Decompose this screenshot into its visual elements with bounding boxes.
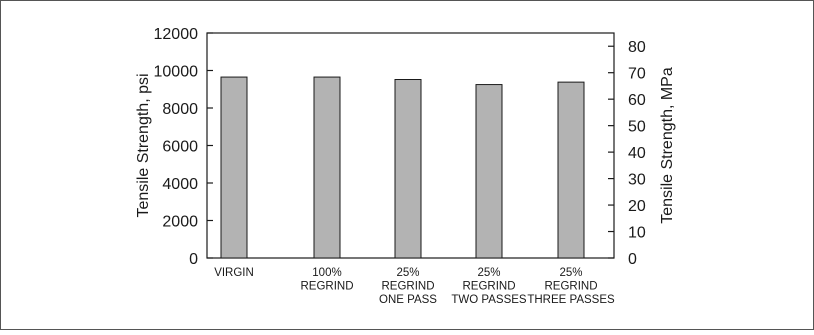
category-label: 100%	[312, 267, 341, 279]
bar	[394, 79, 422, 259]
category-label: REGRIND	[300, 281, 353, 293]
category-label: 25%	[396, 267, 419, 279]
left-y-axis: 0 2000 4000 6000 8000 10000 12000	[154, 26, 213, 268]
right-tick-label: 20	[628, 198, 646, 215]
left-tick-label: 8000	[162, 101, 198, 118]
category-label: 25%	[477, 267, 500, 279]
left-tick-label: 2000	[162, 214, 198, 231]
left-tick-label: 6000	[162, 139, 198, 156]
right-tick-label: 50	[628, 119, 646, 136]
bar	[220, 76, 248, 259]
right-y-axis: 0 10 20 30 40 50 60 70 80	[608, 39, 646, 268]
right-tick-label: 70	[628, 66, 646, 83]
right-tick-label: 30	[628, 172, 646, 189]
right-tick-label: 10	[628, 225, 646, 242]
right-tick-label: 60	[628, 92, 646, 109]
category-label: REGRIND	[462, 281, 515, 293]
left-tick-label: 4000	[162, 176, 198, 193]
bars-layer	[220, 76, 585, 259]
bar	[313, 76, 341, 259]
y-axis-label-left: Tensile Strength, psi	[135, 73, 152, 217]
category-label: 25%	[559, 267, 582, 279]
bar	[475, 84, 503, 259]
category-label: REGRIND	[544, 281, 597, 293]
left-tick-label: 12000	[154, 26, 199, 43]
right-tick-label: 0	[628, 251, 637, 268]
left-tick-label: 0	[189, 251, 198, 268]
bar	[557, 81, 585, 259]
category-label: THREE PASSES	[527, 294, 615, 306]
right-tick-label: 40	[628, 145, 646, 162]
category-label: VIRGIN	[214, 267, 254, 279]
left-tick-label: 10000	[154, 64, 199, 81]
category-label: TWO PASSES	[451, 294, 527, 306]
right-tick-label: 80	[628, 39, 646, 56]
y-axis-label-right: Tensile Strength, MPa	[659, 67, 676, 224]
category-label: ONE PASS	[379, 294, 437, 306]
category-label: REGRIND	[381, 281, 434, 293]
